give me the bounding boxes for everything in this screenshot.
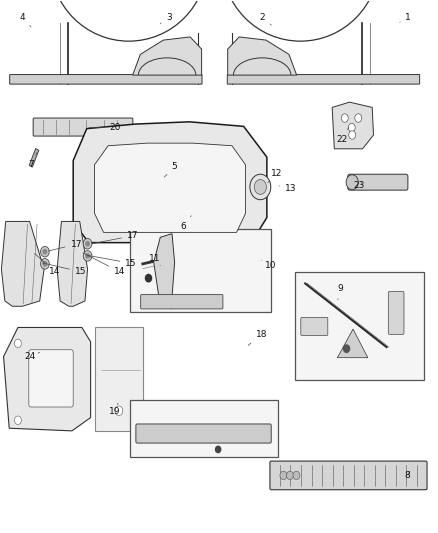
Circle shape xyxy=(286,471,293,480)
PathPatch shape xyxy=(1,221,44,306)
Circle shape xyxy=(86,254,89,258)
Circle shape xyxy=(343,345,350,352)
Text: 7: 7 xyxy=(28,152,37,169)
FancyBboxPatch shape xyxy=(10,75,202,84)
Circle shape xyxy=(341,114,348,122)
Text: 17: 17 xyxy=(92,231,138,244)
Circle shape xyxy=(86,241,89,246)
Text: 2: 2 xyxy=(260,13,271,25)
Text: 18: 18 xyxy=(248,330,268,345)
PathPatch shape xyxy=(95,327,143,431)
Text: 22: 22 xyxy=(336,127,349,144)
Circle shape xyxy=(43,249,47,254)
Text: 1: 1 xyxy=(400,13,411,22)
PathPatch shape xyxy=(337,329,368,358)
Text: 11: 11 xyxy=(149,254,160,265)
Text: 5: 5 xyxy=(164,163,177,177)
FancyBboxPatch shape xyxy=(130,400,278,457)
Text: 9: 9 xyxy=(337,284,343,300)
PathPatch shape xyxy=(4,327,91,431)
Text: 12: 12 xyxy=(268,169,282,183)
Text: 17: 17 xyxy=(49,240,82,251)
Circle shape xyxy=(215,446,221,453)
FancyBboxPatch shape xyxy=(227,75,420,84)
Circle shape xyxy=(254,180,266,195)
Circle shape xyxy=(41,246,49,257)
Circle shape xyxy=(83,238,92,249)
Circle shape xyxy=(115,406,123,416)
Text: 14: 14 xyxy=(35,254,60,276)
Circle shape xyxy=(250,174,271,200)
FancyBboxPatch shape xyxy=(295,272,424,381)
Text: 13: 13 xyxy=(279,183,297,192)
Text: 10: 10 xyxy=(261,260,276,270)
PathPatch shape xyxy=(133,37,201,75)
Circle shape xyxy=(145,274,152,282)
FancyBboxPatch shape xyxy=(136,424,271,443)
Text: 8: 8 xyxy=(404,471,410,480)
FancyBboxPatch shape xyxy=(29,350,73,407)
FancyBboxPatch shape xyxy=(301,317,328,335)
Circle shape xyxy=(280,471,287,480)
Text: 4: 4 xyxy=(19,13,31,27)
Text: 15: 15 xyxy=(42,263,86,276)
Text: 3: 3 xyxy=(160,13,172,23)
PathPatch shape xyxy=(95,143,246,232)
Circle shape xyxy=(41,259,49,269)
Circle shape xyxy=(14,416,21,424)
Circle shape xyxy=(14,339,21,348)
Text: 20: 20 xyxy=(89,123,121,132)
Text: 19: 19 xyxy=(109,403,120,416)
Polygon shape xyxy=(29,149,39,167)
PathPatch shape xyxy=(154,233,175,309)
PathPatch shape xyxy=(73,122,267,243)
Circle shape xyxy=(83,251,92,261)
Circle shape xyxy=(43,262,47,266)
Text: 24: 24 xyxy=(24,352,40,361)
Text: 15: 15 xyxy=(88,255,137,268)
FancyBboxPatch shape xyxy=(141,295,223,309)
Text: 23: 23 xyxy=(353,181,365,190)
PathPatch shape xyxy=(228,37,297,75)
Circle shape xyxy=(355,114,362,122)
Text: 6: 6 xyxy=(180,216,191,231)
FancyBboxPatch shape xyxy=(130,229,271,312)
Circle shape xyxy=(346,175,358,190)
FancyBboxPatch shape xyxy=(270,461,427,490)
PathPatch shape xyxy=(332,102,374,149)
FancyBboxPatch shape xyxy=(33,118,133,136)
FancyBboxPatch shape xyxy=(348,174,408,190)
Text: 14: 14 xyxy=(83,253,125,276)
Circle shape xyxy=(349,131,356,139)
PathPatch shape xyxy=(57,221,88,306)
Circle shape xyxy=(348,123,355,132)
Circle shape xyxy=(293,471,300,480)
FancyBboxPatch shape xyxy=(389,292,404,334)
